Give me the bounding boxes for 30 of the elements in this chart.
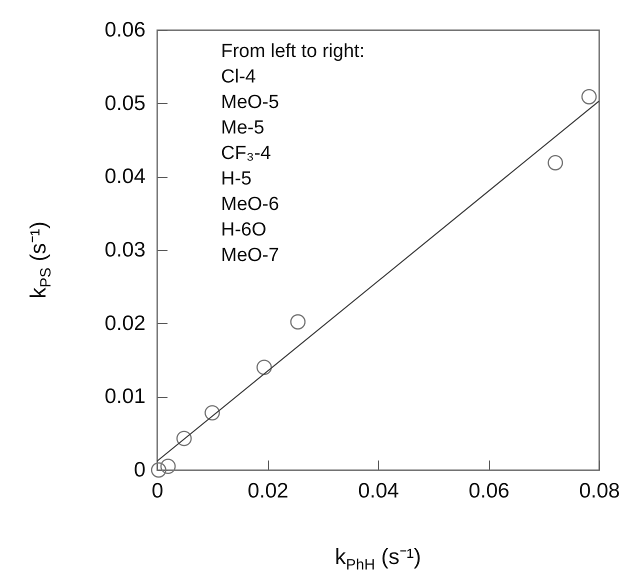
y-tick-label: 0.04 xyxy=(104,165,146,188)
point xyxy=(150,462,166,478)
annotation: CF₃-4 xyxy=(221,143,272,164)
point xyxy=(160,458,176,474)
y-tick-label: 0 xyxy=(134,458,146,482)
point xyxy=(176,430,192,446)
y-tick-label: 0.06 xyxy=(104,18,146,42)
y-tick-label: 0.01 xyxy=(104,385,146,408)
point xyxy=(204,405,220,421)
annotation: MeO-6 xyxy=(221,194,280,215)
annotation: From left to right: xyxy=(221,41,365,62)
annotation: MeO-7 xyxy=(221,245,280,266)
y-tick-label: 0.03 xyxy=(104,238,146,262)
point xyxy=(256,360,272,376)
point xyxy=(548,155,564,170)
point xyxy=(581,89,597,104)
annotation: H-5 xyxy=(221,168,252,190)
y-tick-label: 0.05 xyxy=(104,92,146,115)
point xyxy=(290,314,306,330)
x-tick-label: 0.08 xyxy=(579,480,620,502)
x-tick-label: 0.02 xyxy=(248,480,288,502)
x-tick-label: 0 xyxy=(152,480,164,502)
y-tick-label: 0.02 xyxy=(104,312,146,335)
x-tick-label: 0.06 xyxy=(468,480,510,502)
annotation: MeO-5 xyxy=(221,92,280,113)
annotation: Me-5 xyxy=(221,118,264,138)
annotation: Cl-4 xyxy=(221,66,256,88)
x-axis-title: k$_{PhH}$ (s⁻¹) xyxy=(334,543,422,574)
annotation: H-6O xyxy=(221,220,266,240)
x-tick-label: 0.04 xyxy=(358,480,400,502)
